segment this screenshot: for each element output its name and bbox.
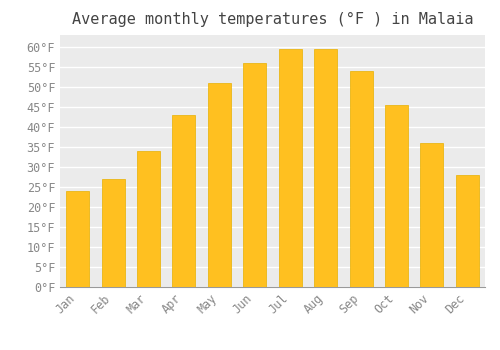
Title: Average monthly temperatures (°F ) in Malaia: Average monthly temperatures (°F ) in Ma… <box>72 12 473 27</box>
Bar <box>102 179 124 287</box>
Bar <box>456 175 479 287</box>
Bar <box>66 191 89 287</box>
Bar <box>420 143 444 287</box>
Bar <box>137 151 160 287</box>
Bar <box>385 105 408 287</box>
Bar <box>350 71 372 287</box>
Bar <box>172 115 196 287</box>
Bar <box>244 63 266 287</box>
Bar <box>278 49 301 287</box>
Bar <box>208 83 231 287</box>
Bar <box>314 49 337 287</box>
